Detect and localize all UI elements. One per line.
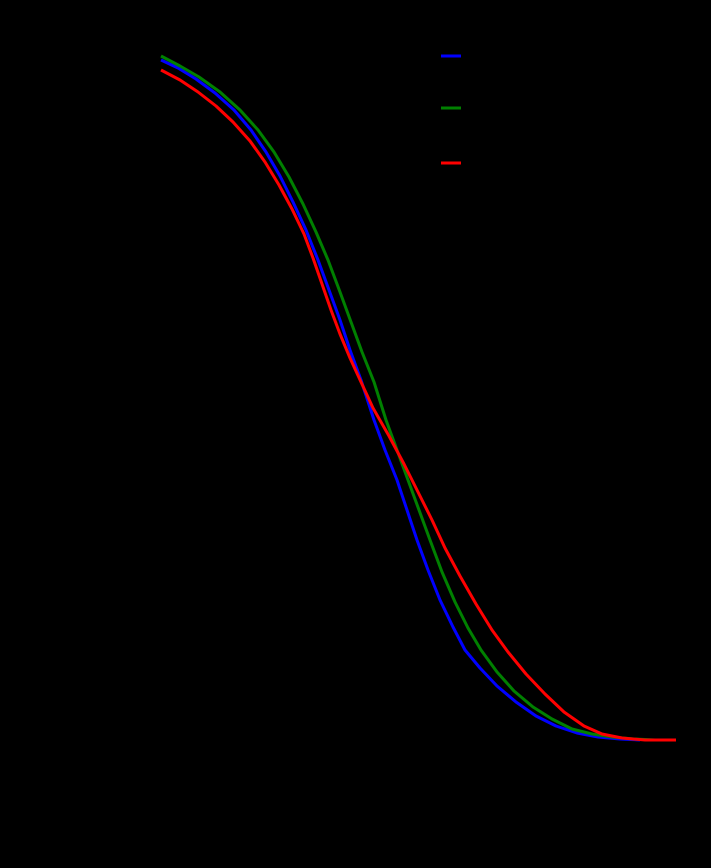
curve-blue (160, 58, 641, 742)
curve-green (160, 54, 676, 742)
curve-red (160, 68, 676, 742)
